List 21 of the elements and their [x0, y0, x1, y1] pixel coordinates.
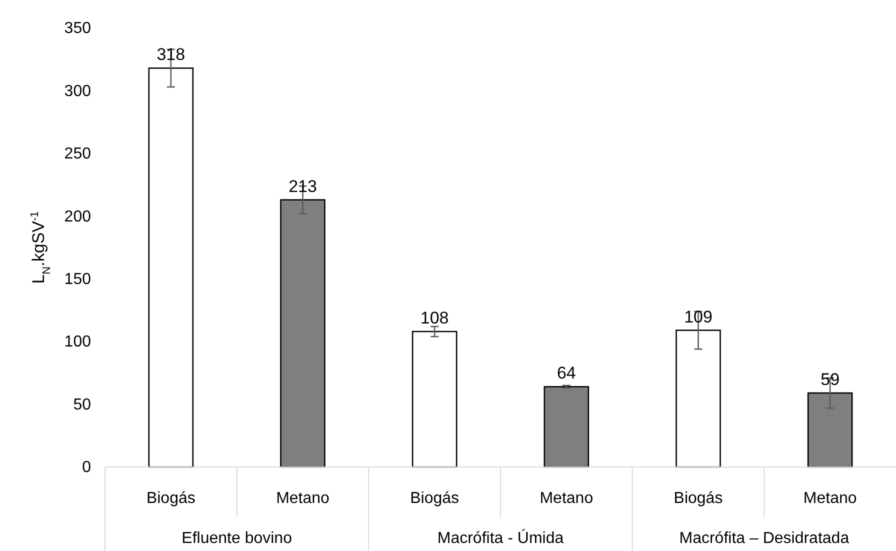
data-label: 213 [288, 176, 317, 196]
y-tick-label: 100 [64, 334, 92, 351]
y-tick-label: 200 [64, 208, 92, 226]
y-tick-label: 300 [64, 82, 92, 100]
data-label: 59 [820, 370, 840, 389]
x-tick-label: Efluente bovino [182, 530, 292, 547]
text: Metano [803, 490, 857, 507]
series-label: Biogás [146, 490, 196, 507]
text: Biogás [674, 490, 723, 507]
text: Metano [276, 490, 330, 507]
text: Biogás [410, 490, 460, 507]
data-label: 64 [556, 364, 576, 383]
x-tick-label: Macrófita - Úmida [437, 529, 564, 547]
y-tick-label: 50 [73, 396, 92, 414]
x-tick-label: Macrófita – Desidratada [679, 530, 850, 547]
y-tick-label: 0 [82, 459, 92, 476]
y-tick-label: 350 [64, 20, 92, 38]
series-label: Metano [540, 490, 594, 507]
y-tick-label: 150 [64, 270, 92, 288]
data-label: 108 [420, 308, 449, 328]
y-tick-label: 250 [64, 146, 92, 163]
